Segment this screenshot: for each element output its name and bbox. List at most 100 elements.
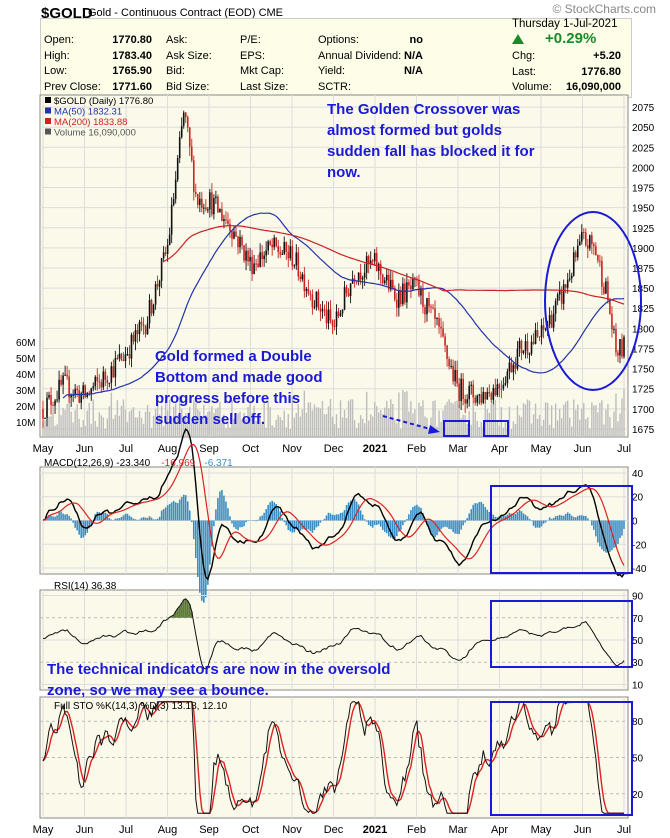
macd-histogram-bar [619, 520, 621, 539]
y-tick-label: 1725 [632, 385, 655, 396]
volume-bar [60, 415, 62, 437]
info-label: Open: [44, 34, 74, 46]
macd-histogram-bar [440, 520, 442, 530]
candle-body [152, 304, 155, 314]
volume-bar [478, 427, 480, 437]
candle-body [106, 379, 109, 383]
volume-bar [56, 424, 58, 437]
candle-body [126, 354, 129, 356]
volume-bar [583, 403, 585, 437]
candle-body [160, 258, 163, 281]
candle-body [428, 298, 430, 307]
macd-histogram-bar [623, 520, 625, 529]
macd-histogram-bar [492, 514, 495, 521]
macd-histogram-bar [560, 515, 563, 521]
macd-histogram-bar [512, 513, 515, 521]
candle-body [544, 328, 547, 330]
candle-body [62, 375, 64, 385]
candle-body [500, 388, 503, 390]
volume-bar [313, 404, 316, 437]
macd-histogram-bar [199, 520, 201, 593]
volume-bar [434, 400, 436, 437]
volume-bar [476, 421, 478, 437]
macd-histogram-bar [96, 511, 99, 521]
volume-bar [239, 411, 241, 437]
candle-body [46, 397, 48, 418]
candle-body [196, 194, 199, 205]
candle-body [524, 341, 527, 351]
macd-histogram-bar [450, 520, 452, 530]
macd-histogram-bar [64, 514, 66, 521]
macd-histogram-bar [552, 517, 555, 521]
candle-body [180, 126, 183, 138]
macd-histogram-bar [532, 520, 535, 526]
macd-histogram-bar [122, 515, 125, 521]
macd-histogram-bar [349, 500, 352, 521]
info-label: Options: [318, 34, 359, 46]
candle-body [162, 252, 165, 259]
candle-body [574, 252, 577, 258]
candle-body [339, 313, 342, 317]
candle-body [76, 388, 78, 391]
y-tick-label: 40 [632, 469, 644, 480]
candle-body [406, 282, 408, 303]
volume-bar [112, 418, 115, 437]
candle-body [205, 207, 207, 210]
macd-histogram-bar [313, 520, 316, 531]
macd-histogram-bar [56, 515, 58, 521]
macd-histogram-bar [550, 518, 553, 521]
candle-body [589, 235, 591, 249]
macd-histogram-bar [452, 520, 454, 533]
macd-histogram-bar [221, 489, 223, 521]
macd-histogram-bar [339, 512, 342, 521]
x-tick-label: Apr [491, 824, 508, 836]
volume-bar [341, 417, 344, 437]
macd-histogram-bar [142, 517, 145, 521]
candle-body [422, 288, 424, 308]
macd-histogram-bar [104, 512, 107, 521]
macd-histogram-bar [164, 507, 167, 521]
candle-body [118, 353, 121, 359]
macd-histogram-bar [341, 512, 344, 521]
candle-body [319, 307, 322, 312]
candle-body [168, 234, 171, 246]
volume-bar [412, 413, 414, 437]
volume-bar [217, 407, 219, 437]
candle-body [221, 208, 223, 222]
volume-bar [108, 406, 111, 437]
volume-bar [124, 409, 127, 437]
volume-bar [160, 405, 163, 437]
macd-histogram-bar [108, 518, 111, 521]
macd-histogram-bar [203, 520, 205, 603]
volume-bar [440, 422, 442, 437]
candle-body [617, 352, 619, 356]
candle-body [550, 315, 553, 328]
macd-histogram-bar [323, 518, 326, 521]
volume-bar [567, 400, 569, 437]
volume-bar [432, 400, 434, 437]
volume-bar [623, 389, 625, 437]
candle-body [570, 275, 573, 279]
volume-bar [92, 399, 94, 437]
candle-body [412, 278, 414, 290]
volume-bar [98, 412, 100, 437]
macd-histogram-bar [542, 520, 545, 524]
x-tick-label: Jun [574, 824, 592, 836]
info-label: Mkt Cap: [240, 65, 285, 77]
volume-bar [193, 400, 195, 437]
candle-body [233, 231, 235, 239]
macd-histogram-bar [154, 519, 157, 521]
macd-histogram-bar [335, 514, 338, 521]
macd-histogram-bar [562, 515, 565, 521]
candle-body [229, 223, 231, 232]
macd-histogram-bar [261, 515, 263, 521]
macd-histogram-bar [327, 512, 330, 521]
quote-date: Thursday 1-Jul-2021 [512, 18, 618, 30]
macd-histogram-bar [80, 520, 82, 539]
y-tick-label: -20 [632, 540, 647, 551]
macd-histogram-bar [484, 507, 487, 521]
macd-histogram-bar [446, 520, 448, 528]
volume-bar [126, 421, 129, 437]
volume-bar [120, 405, 123, 437]
macd-histogram-bar [162, 509, 165, 521]
